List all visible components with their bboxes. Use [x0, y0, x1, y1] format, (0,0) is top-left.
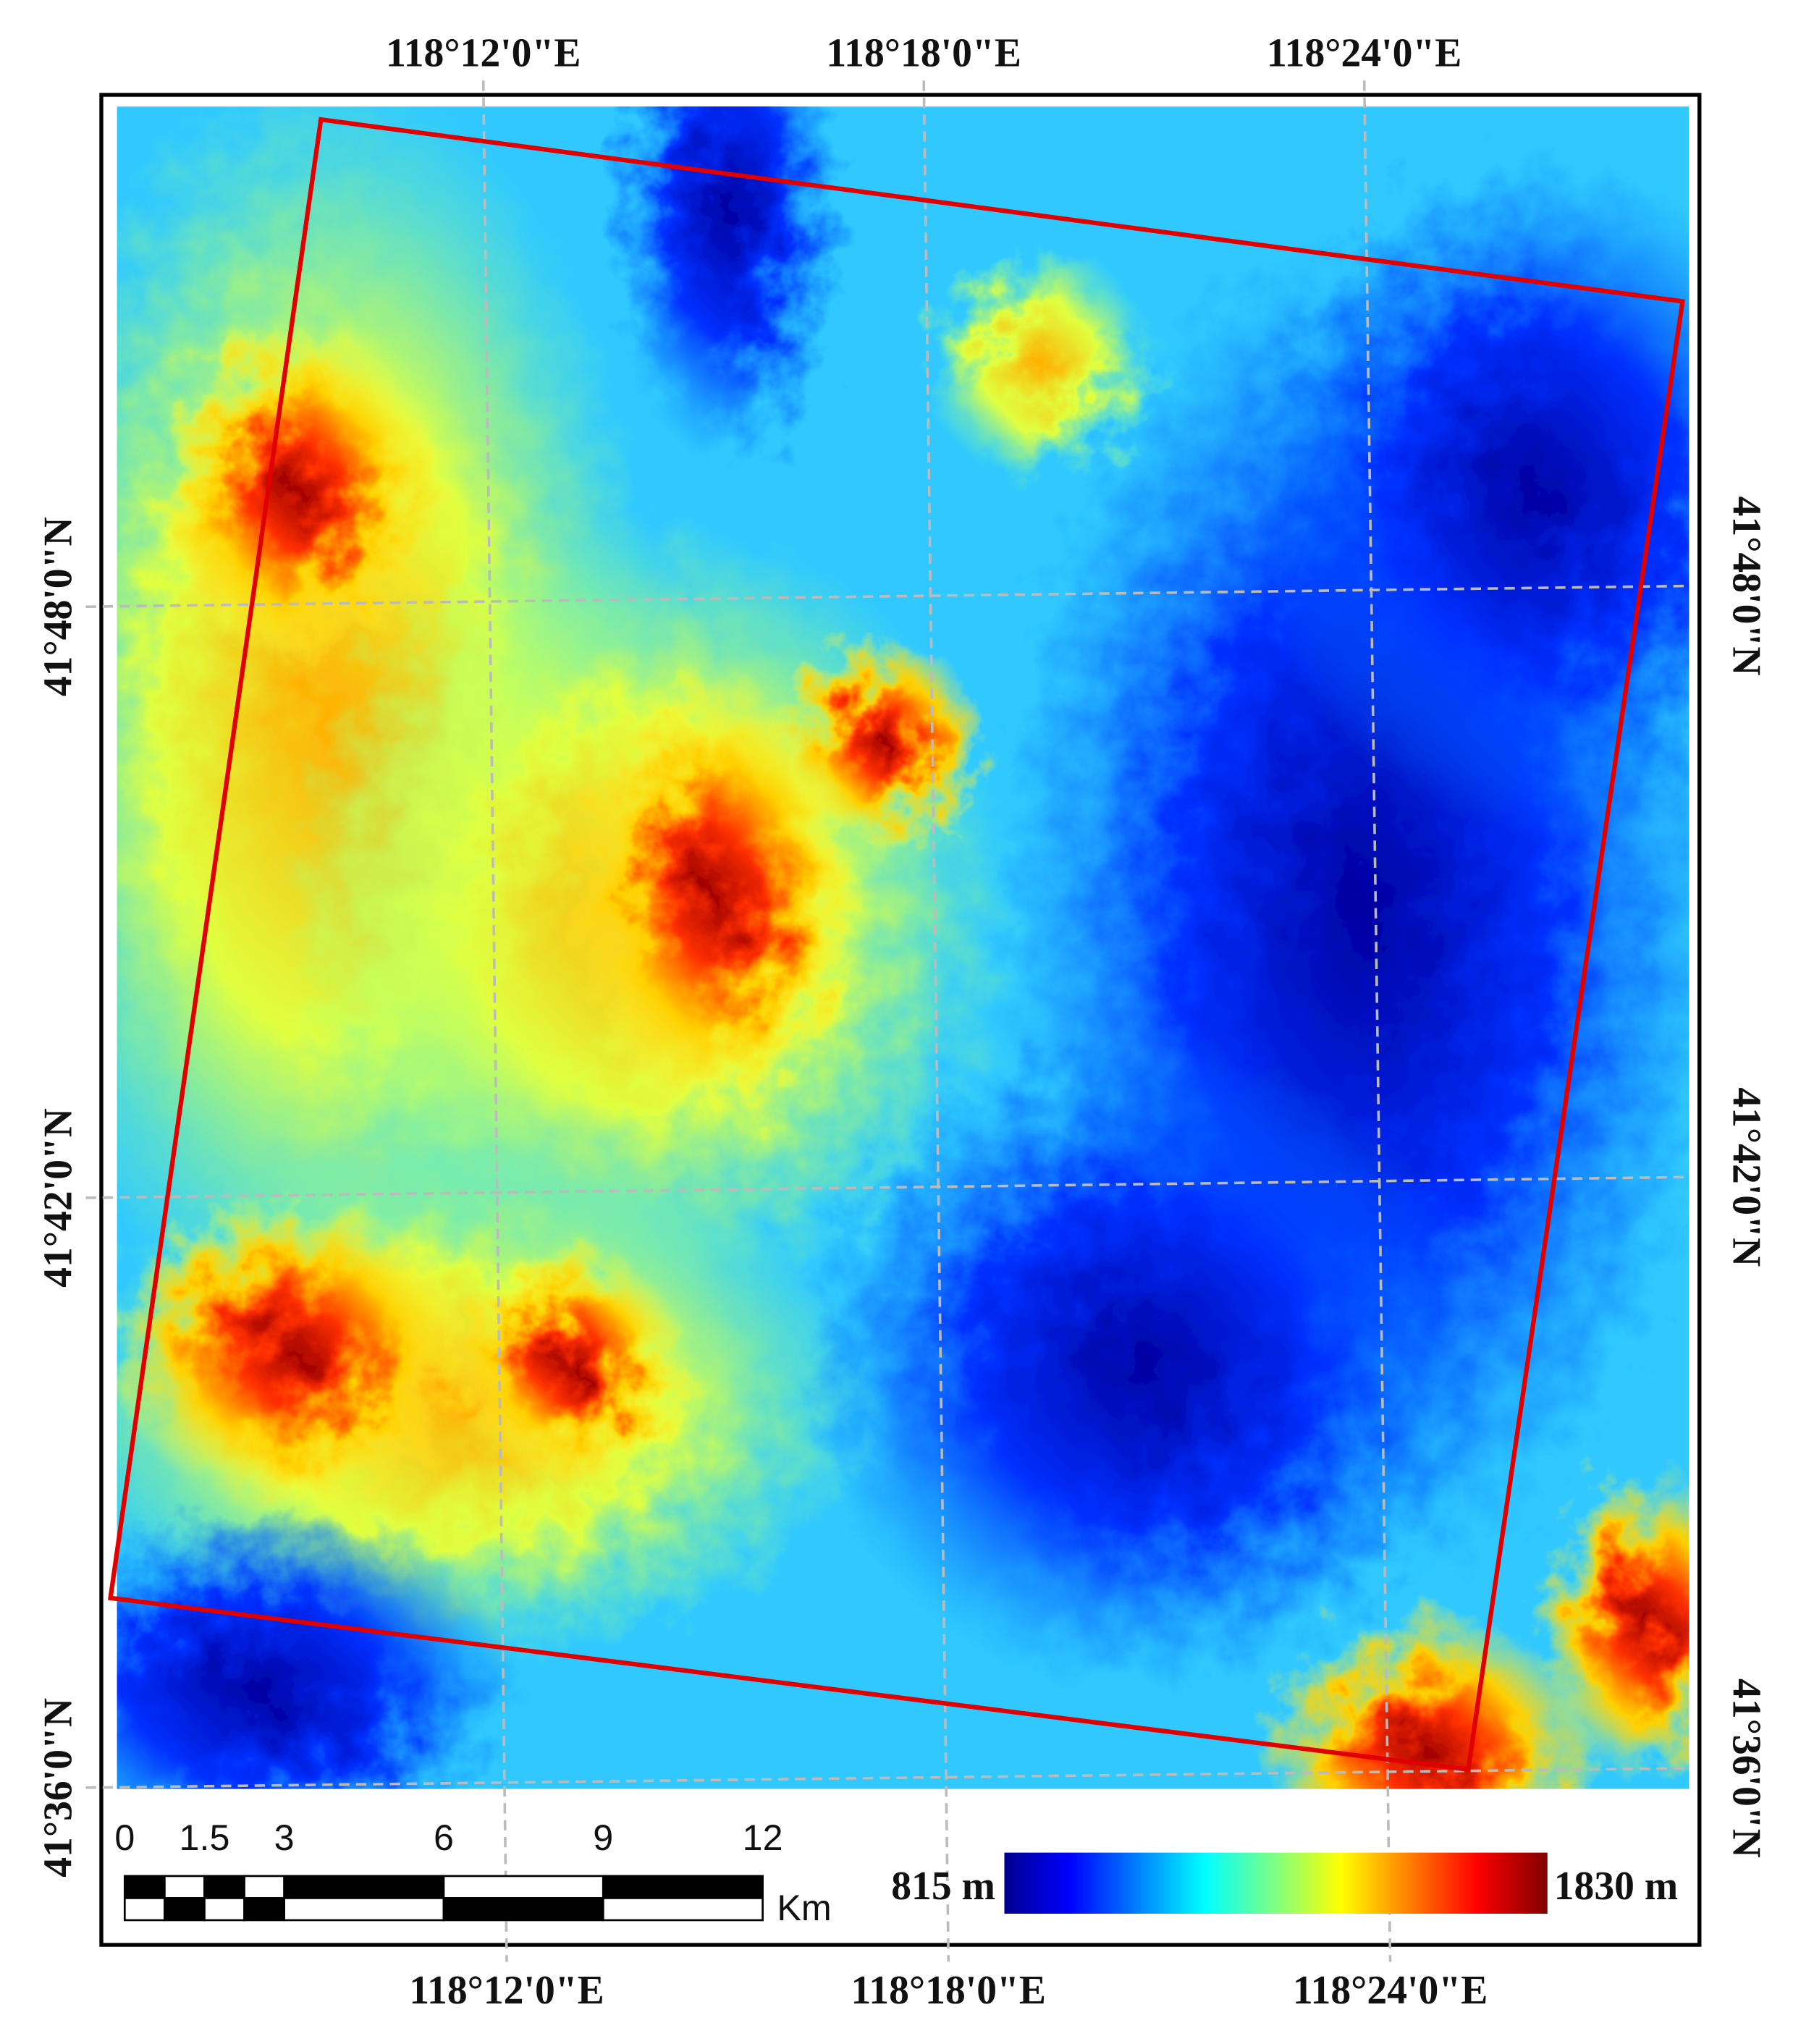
bottom-coordinate-label: 118°12'0"E [409, 1968, 604, 2013]
elevation-raster [117, 106, 1689, 1789]
scale-bar-label: 0 [114, 1817, 135, 1858]
top-coordinate-label: 118°12'0"E [386, 31, 581, 76]
legend-max-label: 1830 m [1554, 1864, 1678, 1909]
right-coordinate-label: 41°36'0"N [1724, 1678, 1768, 1858]
meridian [481, 80, 508, 1962]
legend-color-bar [1004, 1852, 1548, 1914]
scale-bar-segment [123, 1875, 166, 1899]
parallel [85, 584, 1689, 609]
scale-bar-segment [283, 1875, 445, 1899]
meridian [1362, 80, 1392, 1962]
scale-bar-segment [164, 1875, 206, 1899]
study-area-boundary [108, 117, 1685, 1773]
scale-bar-segment [442, 1875, 604, 1899]
scale-bar-segment [243, 1897, 285, 1922]
scale-bar-segment [602, 1875, 764, 1899]
top-coordinate-label: 118°24'0"E [1267, 31, 1461, 76]
legend-min-label: 815 m [891, 1864, 995, 1909]
right-coordinate-label: 41°42'0"N [1724, 1087, 1768, 1267]
top-coordinate-label: 118°18'0"E [826, 31, 1021, 76]
scale-bar-label: 6 [434, 1817, 454, 1858]
left-coordinate-label: 41°36'0"N [36, 1698, 81, 1878]
scale-bar-unit: Km [777, 1888, 831, 1928]
scale-bar-segment [602, 1897, 764, 1922]
bottom-coordinate-label: 118°24'0"E [1293, 1968, 1488, 2013]
bottom-coordinate-label: 118°18'0"E [851, 1968, 1046, 2013]
parallel [85, 1767, 1689, 1789]
scale-bar-segment [164, 1897, 206, 1922]
scale-bar-segment [203, 1875, 245, 1899]
scale-bar-segment [203, 1897, 245, 1922]
meridian [922, 80, 950, 1962]
scale-bar-label: 12 [743, 1817, 783, 1858]
scale-bar-label: 3 [274, 1817, 295, 1858]
parallel [85, 1175, 1689, 1199]
right-coordinate-label: 41°48'0"N [1724, 497, 1768, 676]
scale-bar-segment [243, 1875, 285, 1899]
scale-bar-label: 1.5 [180, 1817, 230, 1858]
scale-bar-segment [283, 1897, 445, 1922]
scale-bar-segment [442, 1897, 604, 1922]
scale-bar-segment [123, 1897, 166, 1922]
graticule [85, 80, 1689, 1962]
scale-bar-label: 9 [593, 1817, 613, 1858]
left-coordinate-label: 41°42'0"N [36, 1108, 81, 1288]
left-coordinate-label: 41°48'0"N [36, 517, 81, 696]
